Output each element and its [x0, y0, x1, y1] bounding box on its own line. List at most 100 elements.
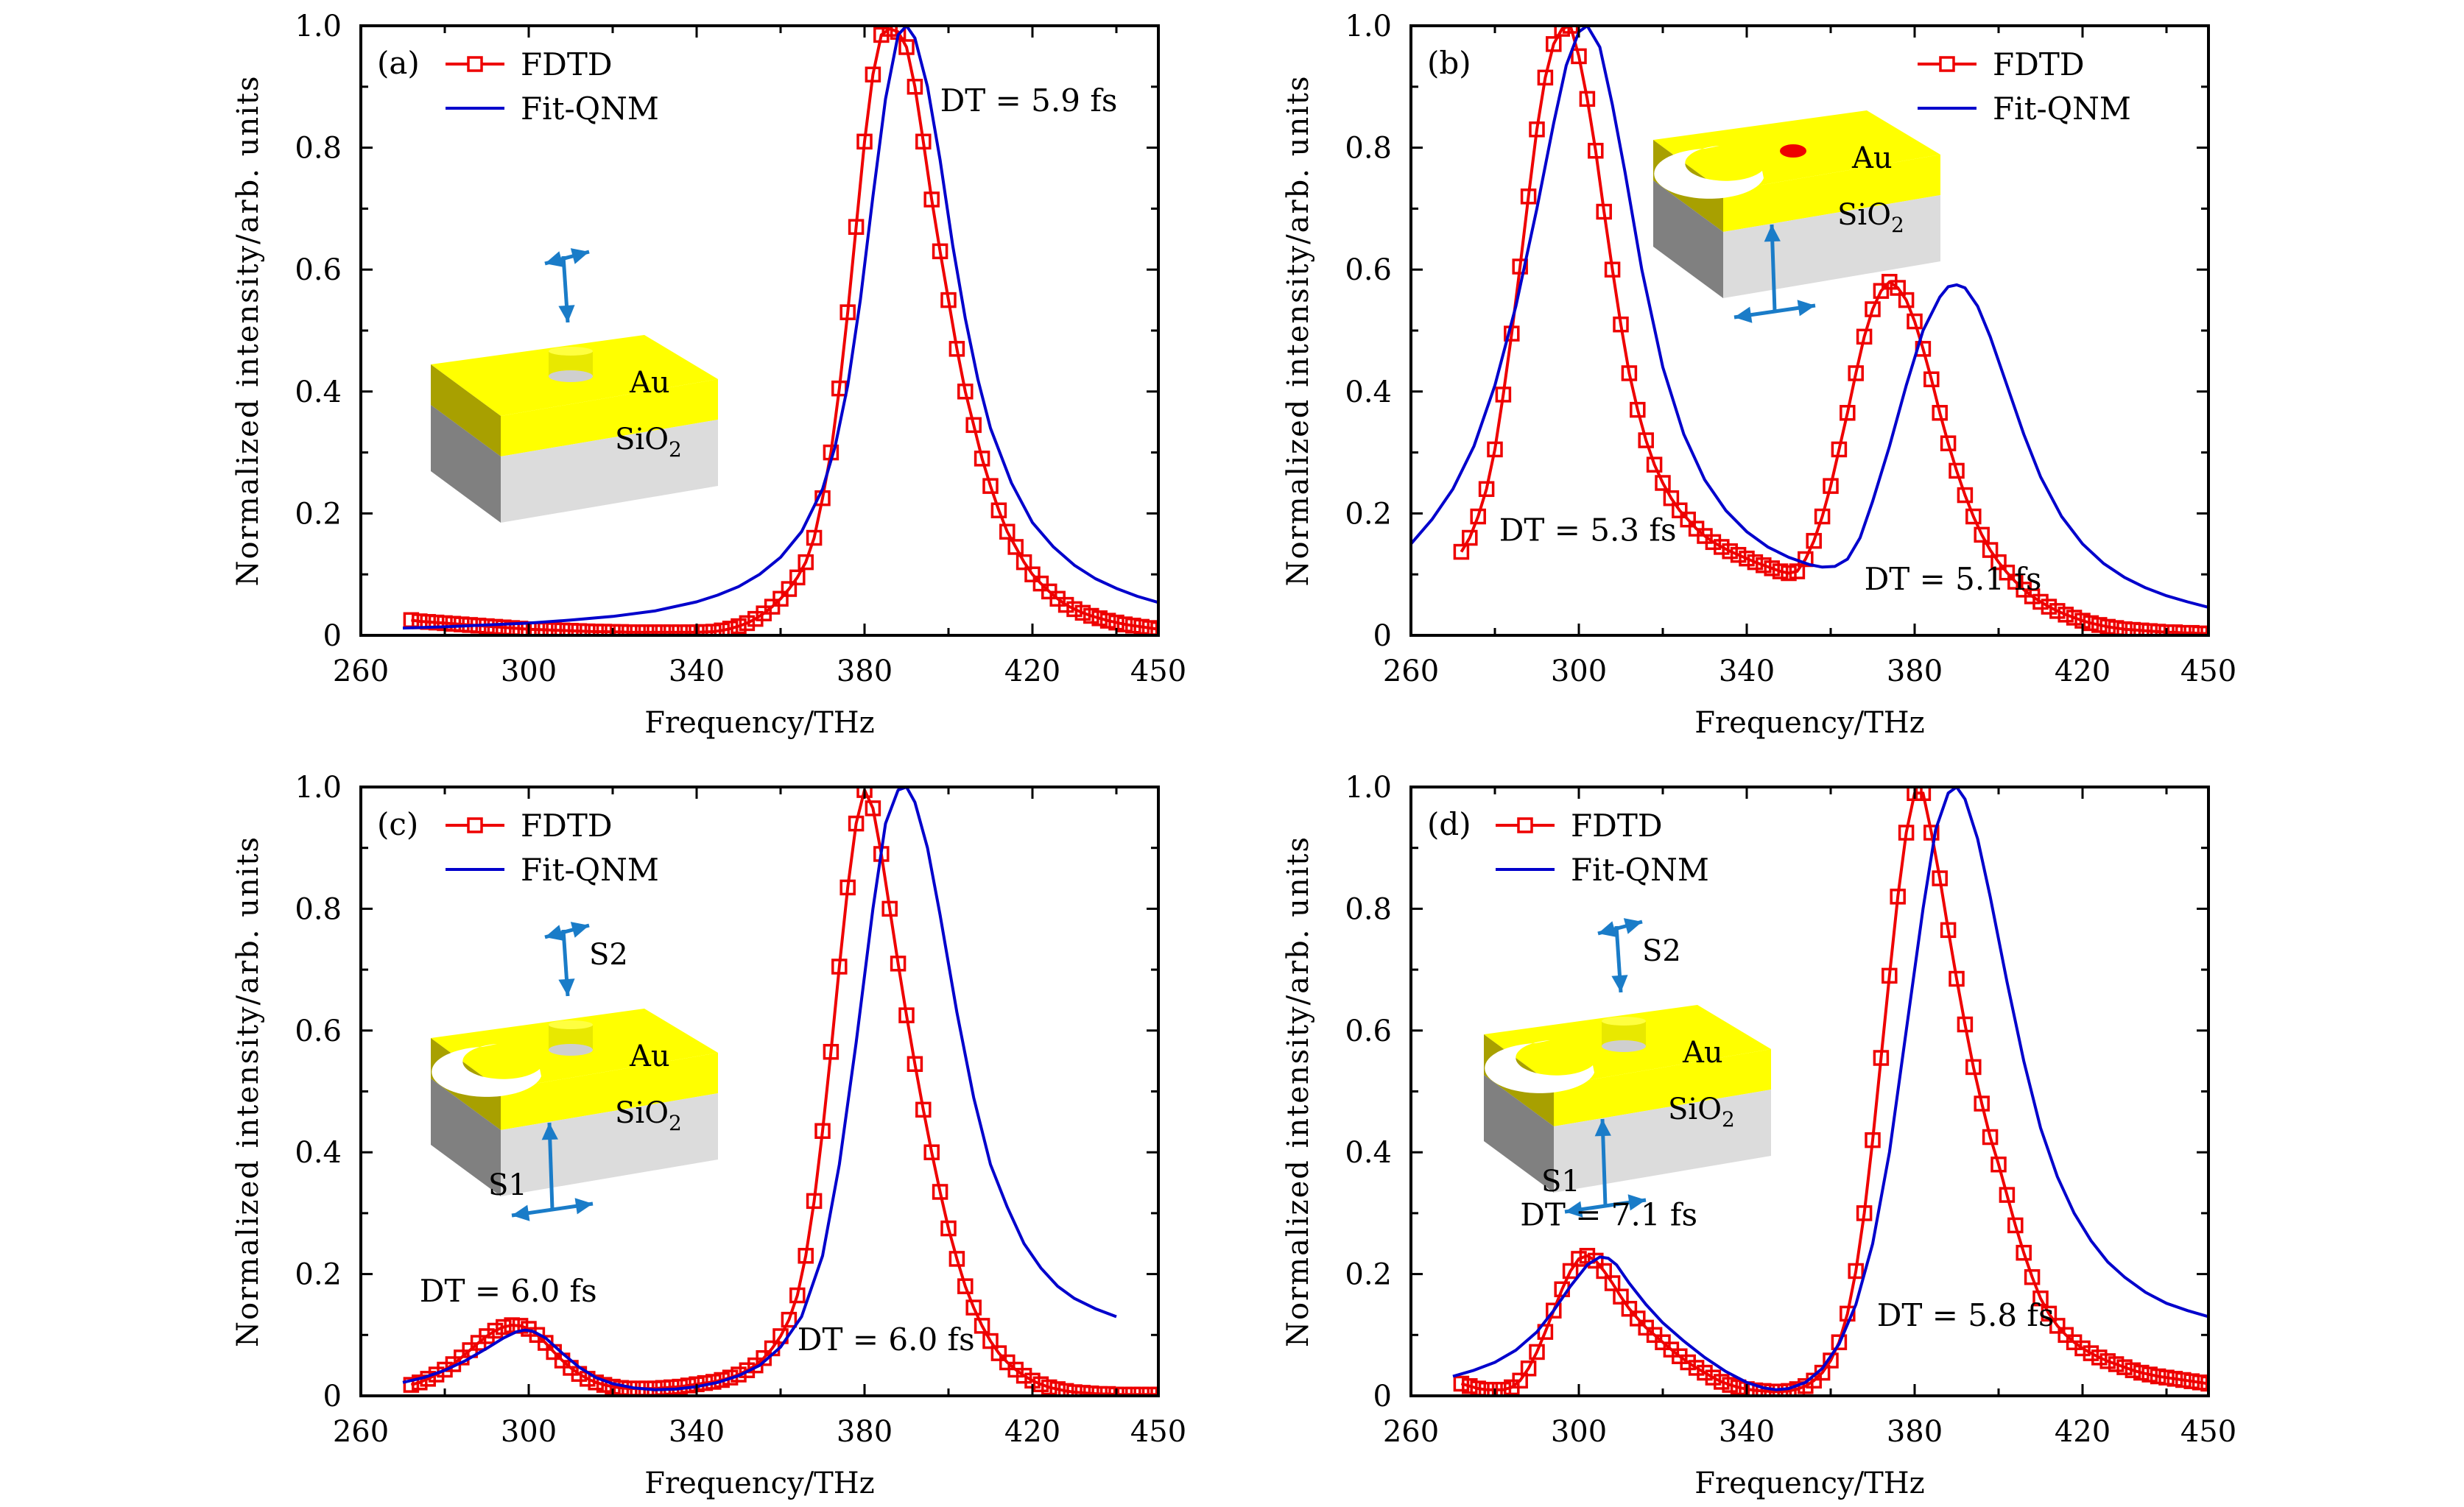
fdtd-marker: [403, 1377, 420, 1393]
legend-label-fdtd: FDTD: [1571, 808, 1663, 844]
arrow-head: [541, 1123, 558, 1140]
panel-a: Au SiO2 260 300 340 380 420 450 0 0.2 0.4 0.6 0.8 1.0…: [231, 10, 1186, 740]
gold-front-face: [501, 379, 718, 456]
fdtd-marker: [1537, 69, 1554, 86]
fdtd-marker: [1562, 1263, 1579, 1280]
fdtd-marker: [739, 615, 756, 632]
arrow-head: [1598, 921, 1617, 937]
polarization-arrow-bottom: [1564, 1194, 1647, 1218]
y-tick-label: 0.2: [1345, 1258, 1392, 1292]
fdtd-marker: [1789, 563, 1806, 579]
fdtd-marker: [1957, 1016, 1974, 1033]
fdtd-marker: [2091, 1349, 2108, 1366]
x-tick-label: 380: [1887, 1415, 1943, 1449]
fdtd-marker: [881, 26, 898, 37]
fdtd-marker: [1604, 261, 1621, 278]
fdtd-marker: [647, 624, 663, 635]
fdtd-marker: [1865, 301, 1881, 317]
arrow-head: [1734, 306, 1753, 323]
fdtd-marker: [1873, 283, 1890, 299]
crescent-slot: [432, 1044, 541, 1097]
arrow-head: [512, 1204, 530, 1221]
fdtd-marker: [605, 624, 621, 635]
y-tick-label: 0.4: [1345, 375, 1392, 409]
fdtd-marker: [1882, 967, 1898, 984]
panel-label: (b): [1427, 45, 1471, 81]
fdtd-marker: [831, 959, 848, 975]
legend-label-fit-qnm: Fit-QNM: [521, 91, 659, 127]
gold-front-face: [501, 1053, 718, 1130]
x-tick-label: 300: [501, 1415, 557, 1449]
incident-arrow-bottom: [541, 1122, 558, 1210]
fdtd-marker: [596, 624, 613, 635]
fdtd-marker: [1940, 435, 1957, 451]
y-tick-label: 0.6: [295, 1014, 342, 1048]
fdtd-marker: [1074, 604, 1091, 621]
fdtd-marker: [999, 523, 1015, 540]
fdtd-marker: [697, 624, 714, 635]
fdtd-marker: [2183, 624, 2200, 635]
x-tick-label: 300: [1551, 1415, 1607, 1449]
legend-label-fit-qnm: Fit-QNM: [1993, 91, 2131, 127]
fdtd-marker: [2141, 1366, 2158, 1383]
label-sio2-base: SiO: [615, 423, 669, 456]
fdtd-marker: [881, 900, 898, 917]
fdtd-marker: [789, 1287, 806, 1304]
fdtd-marker: [571, 623, 588, 635]
fdtd-marker: [1705, 1369, 1722, 1386]
x-tick-label: 300: [1551, 654, 1607, 688]
x-tick-label: 340: [1719, 654, 1775, 688]
fdtd-marker: [588, 1374, 604, 1391]
y-tick-label: 0.4: [1345, 1136, 1392, 1170]
fdtd-marker: [1529, 1344, 1545, 1360]
fdtd-marker: [1697, 1364, 1713, 1381]
fdtd-marker: [2108, 1356, 2125, 1372]
fdtd-marker: [630, 624, 646, 635]
structure-inset: Au SiO2 S2 S1: [431, 922, 718, 1221]
fdtd-marker: [1974, 526, 1990, 543]
fdtd-marker: [982, 1333, 999, 1349]
fdtd-marker: [1856, 328, 1873, 345]
fdtd-marker: [2133, 1364, 2150, 1381]
fdtd-marker: [1688, 1360, 1705, 1376]
fdtd-marker: [739, 1362, 756, 1379]
fit-qnm-line: [402, 26, 1158, 630]
fdtd-marker: [2074, 1340, 2091, 1357]
fdtd-marker: [1546, 36, 1562, 52]
fdtd-marker: [1520, 188, 1537, 205]
fdtd-marker: [1487, 441, 1503, 458]
label-sio2-subscript: 2: [1891, 213, 1904, 237]
fdtd-marker: [731, 1366, 747, 1383]
x-tick-label: 300: [501, 654, 557, 688]
pillar-top: [549, 1020, 593, 1029]
fdtd-marker: [1588, 142, 1604, 159]
fdtd-marker: [1057, 1383, 1074, 1396]
fdtd-marker: [596, 1377, 613, 1393]
substrate-side-face: [431, 405, 501, 523]
substrate-front-face: [501, 1093, 718, 1196]
crescent-slot: [1485, 1040, 1594, 1093]
arrow-head: [1594, 1119, 1611, 1137]
x-tick-label: 260: [1383, 1415, 1439, 1449]
substrate-front-face: [501, 420, 718, 523]
fdtd-marker: [622, 624, 638, 635]
fdtd-marker: [1722, 543, 1738, 560]
fdtd-marker: [1965, 1059, 1982, 1076]
substrate-side-face: [1653, 180, 1723, 298]
y-tick-label: 0: [323, 619, 342, 653]
fdtd-marker: [2158, 624, 2175, 635]
label-sio2-subscript: 2: [669, 437, 682, 462]
fdtd-marker: [2083, 1345, 2099, 1361]
fdtd-marker: [1814, 508, 1831, 525]
fit-qnm-line: [1411, 26, 2208, 609]
fdtd-marker: [1099, 613, 1116, 629]
fdtd-marker: [1655, 475, 1671, 491]
arrow-head: [570, 922, 589, 938]
fdtd-marker: [2016, 1244, 2032, 1261]
y-tick-label: 0.6: [295, 253, 342, 287]
arrow-head: [574, 1198, 593, 1215]
fdtd-marker: [957, 384, 974, 400]
fdtd-marker: [1831, 1334, 1848, 1350]
fdtd-marker: [1478, 1381, 1495, 1396]
y-tick-label: 0.8: [295, 892, 342, 926]
